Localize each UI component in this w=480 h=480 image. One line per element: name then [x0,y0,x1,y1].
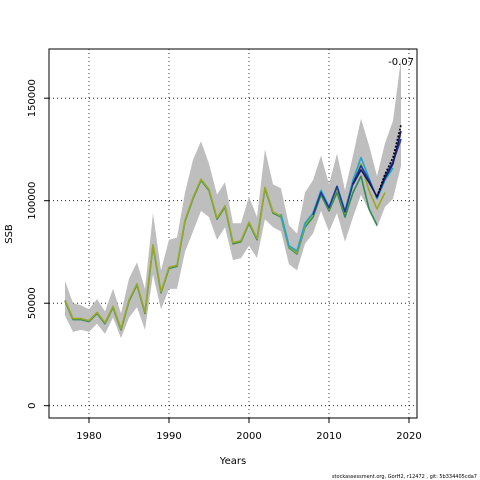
confidence-band [65,59,401,339]
y-tick-label-2: 100000 [27,182,38,220]
x-tick-label-0: 1980 [76,431,101,442]
annotation-label: -0.07 [388,57,414,68]
y-tick-label-0: 0 [27,403,38,409]
x-axis-title: Years [219,456,246,467]
y-tick-label-1: 50000 [27,287,38,319]
series-line-5 [376,124,402,197]
series-lines [64,124,402,331]
x-tick-label-1: 1990 [156,431,181,442]
series-line-3 [312,138,402,216]
y-axis-title: SSB [4,224,15,244]
x-tick-label-4: 2020 [396,431,421,442]
y-axis: 0 50000 100000 150000 [27,79,50,409]
x-tick-label-3: 2010 [316,431,341,442]
y-tick-label-3: 150000 [27,79,38,117]
confidence-band-area [65,59,401,339]
x-axis: 1980 1990 2000 2010 2020 [76,417,422,442]
x-tick-label-2: 2000 [236,431,261,442]
footer-text: stockassessment.org, GorH2, r12472 , git… [332,474,477,480]
